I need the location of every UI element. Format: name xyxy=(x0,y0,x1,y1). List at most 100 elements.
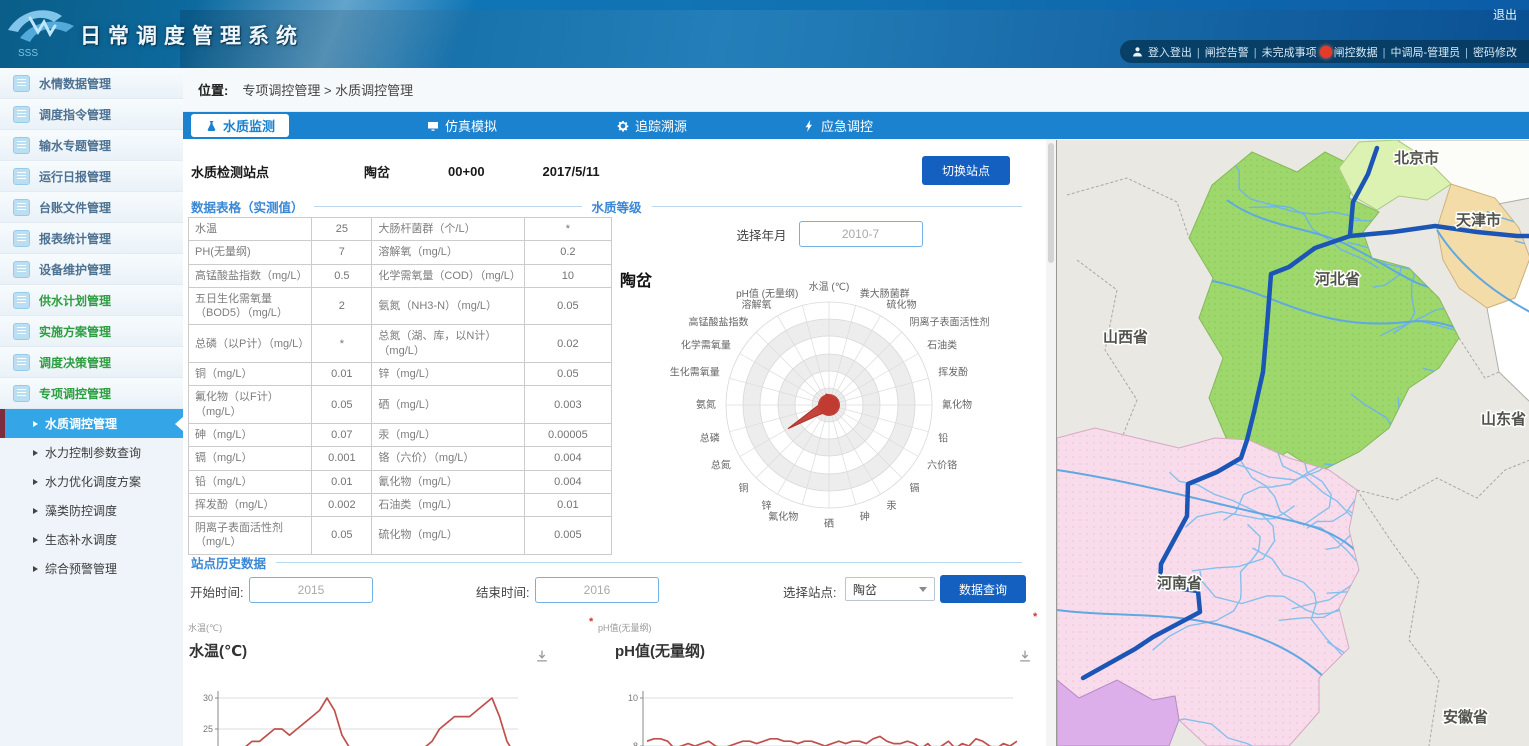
triangle-right-icon xyxy=(33,449,38,456)
tab-label: 追踪溯源 xyxy=(635,119,688,134)
param-label: 总氮（湖、库，以N计）（mg/L） xyxy=(371,324,525,364)
sidebar-item-10[interactable]: 调度决策管理 xyxy=(0,347,183,378)
sidebar-item-6[interactable]: 报表统计管理 xyxy=(0,223,183,254)
radar-spoke xyxy=(828,378,929,406)
year-select-input[interactable] xyxy=(798,221,923,247)
sidebar-subitem-1[interactable]: 水质调控管理 xyxy=(0,409,183,438)
radar-axis-label: pH值 (无量纲) xyxy=(736,287,798,300)
radar-axis-label: 粪大肠菌群 xyxy=(860,287,910,300)
user-bar-item-5[interactable]: 中调局-管理员 xyxy=(1390,46,1461,59)
param-value: 0.00005 xyxy=(523,422,613,448)
radar-axis-label: 石油类 xyxy=(927,339,957,352)
station-select-label: 选择站点: xyxy=(783,586,837,600)
sidebar-item-1[interactable]: 水情数据管理 xyxy=(0,68,183,99)
tab-3[interactable]: 追踪溯源 xyxy=(603,112,701,139)
user-bar-item-6[interactable]: 密码修改 xyxy=(1473,46,1517,59)
map-river xyxy=(1248,206,1361,221)
map-region-beijing xyxy=(1338,139,1452,211)
station-name: 陶岔 xyxy=(364,164,391,180)
sidebar-subitem-4[interactable]: 藻类防控调度 xyxy=(0,496,183,525)
param-value: 0.2 xyxy=(523,240,613,265)
sidebar-item-label: 输水专题管理 xyxy=(39,138,112,153)
radar-spoke xyxy=(828,331,903,406)
map-river xyxy=(1199,570,1357,615)
sidebar-subitem-6[interactable]: 综合预警管理 xyxy=(0,554,183,583)
map-river xyxy=(1240,459,1359,590)
chart-axis-mini-label: 水温(℃) xyxy=(188,623,223,633)
data-query-button[interactable]: 数据查询 xyxy=(940,575,1026,603)
table-row: 总磷（以P计）（mg/L） * 总氮（湖、库，以N计）（mg/L） 0.02 xyxy=(187,324,613,364)
param-value: 0.02 xyxy=(523,324,613,364)
scrollbar-thumb[interactable] xyxy=(1048,143,1054,263)
param-label: 氨氮（NH3-N）（mg/L） xyxy=(371,286,525,326)
y-axis-tick-label: 25 xyxy=(203,724,213,734)
radar-spoke xyxy=(777,315,830,406)
map-province-label: 山西省 xyxy=(1103,328,1148,346)
radar-spoke xyxy=(755,404,830,479)
end-time-input[interactable] xyxy=(535,577,659,603)
radar-spoke xyxy=(777,404,830,495)
document-icon xyxy=(13,260,30,278)
breadcrumb-path: 专项调控管理 > 水质调控管理 xyxy=(242,83,414,98)
radar-axis-label: 氰化物 xyxy=(942,398,972,411)
end-time-label: 结束时间: xyxy=(476,586,530,600)
sidebar-item-7[interactable]: 设备维护管理 xyxy=(0,254,183,285)
app-logo: SSS xyxy=(8,10,74,59)
param-value: 0.001 xyxy=(311,446,373,471)
user-bar-item-3[interactable]: 未完成事项 xyxy=(1261,46,1317,59)
content-scrollbar[interactable] xyxy=(1046,139,1056,746)
map-river xyxy=(1225,153,1380,269)
simulation-icon xyxy=(428,121,439,131)
tab-1[interactable]: 水质监测 xyxy=(191,114,290,137)
separator: | xyxy=(1382,46,1386,59)
user-bar-item-4[interactable]: 闸控数据 xyxy=(1333,46,1378,59)
sidebar-item-label: 调度决策管理 xyxy=(39,355,112,370)
logout-link[interactable]: 退出 xyxy=(1492,8,1517,22)
sidebar-item-3[interactable]: 输水专题管理 xyxy=(0,130,183,161)
sidebar-item-2[interactable]: 调度指令管理 xyxy=(0,99,183,130)
sidebar-item-9[interactable]: 实施方案管理 xyxy=(0,316,183,347)
radar-axis-label: 镉 xyxy=(910,482,920,495)
station-select[interactable]: 陶岔 xyxy=(845,577,935,601)
param-label: 五日生化需氧量（BOD5）（mg/L） xyxy=(187,286,313,326)
map-diversion-route-branch xyxy=(1347,223,1529,239)
sidebar-subitem-label: 生态补水调度 xyxy=(45,533,118,547)
user-bar-items: 登入登出 | 闸控告警 | 未完成事项 闸控数据 | 中调局-管理员 | 密码修改 xyxy=(1148,44,1517,60)
param-value: 0.01 xyxy=(523,492,613,518)
user-bar: 登入登出 | 闸控告警 | 未完成事项 闸控数据 | 中调局-管理员 | 密码修改 xyxy=(1119,40,1529,63)
param-value: 0.05 xyxy=(311,385,373,424)
user-icon xyxy=(1132,47,1142,57)
map-province-label: 山东省 xyxy=(1481,410,1526,428)
map-river xyxy=(1306,450,1359,529)
sidebar-subitem-label: 水质调控管理 xyxy=(45,417,118,431)
sidebar-item-8[interactable]: 供水计划管理 xyxy=(0,285,183,316)
map-panel[interactable]: 北京市 天津市 河北省 山西省 山东省 河南省 安徽省 xyxy=(1056,139,1529,746)
sidebar-subitem-2[interactable]: 水力控制参数查询 xyxy=(0,438,183,467)
sidebar-item-4[interactable]: 运行日报管理 xyxy=(0,161,183,192)
radar-spoke xyxy=(729,378,830,406)
switch-station-button[interactable]: 切换站点 xyxy=(922,156,1010,185)
start-time-input[interactable] xyxy=(249,577,373,603)
history-query-form: 开始时间: 结束时间: 选择站点: 陶岔 数据查询 xyxy=(183,575,1046,607)
download-icon[interactable] xyxy=(1018,649,1032,663)
param-value: 7 xyxy=(311,240,373,265)
tab-4[interactable]: 应急调控 xyxy=(789,112,887,139)
download-icon[interactable] xyxy=(535,649,549,663)
map-region-henan-pattern xyxy=(1057,428,1359,746)
user-bar-item-2[interactable]: 闸控告警 xyxy=(1204,46,1249,59)
measurement-table: 水温 25 大肠杆菌群（个/L） * PH(无量纲) 7 溶解氧（mg/L） 0.2 高锰酸盐指… xyxy=(187,216,613,555)
radar-spoke xyxy=(828,353,919,406)
lightning-icon xyxy=(805,119,813,132)
required-marker: * xyxy=(589,616,594,628)
start-time-label: 开始时间: xyxy=(190,586,244,600)
sidebar-item-5[interactable]: 台账文件管理 xyxy=(0,192,183,223)
sidebar-subitem-5[interactable]: 生态补水调度 xyxy=(0,525,183,554)
sidebar-subitem-3[interactable]: 水力优化调度方案 xyxy=(0,467,183,496)
tab-2[interactable]: 仿真模拟 xyxy=(413,112,511,139)
sidebar-item-11[interactable]: 专项调控管理 xyxy=(0,378,183,409)
user-bar-item-1[interactable]: 登入登出 xyxy=(1147,46,1192,59)
chart-axis-mini-label: pH值(无量纲) xyxy=(598,623,652,633)
map-region-tianjin xyxy=(1436,183,1529,309)
param-label: 化学需氧量（COD）（mg/L） xyxy=(371,263,525,288)
